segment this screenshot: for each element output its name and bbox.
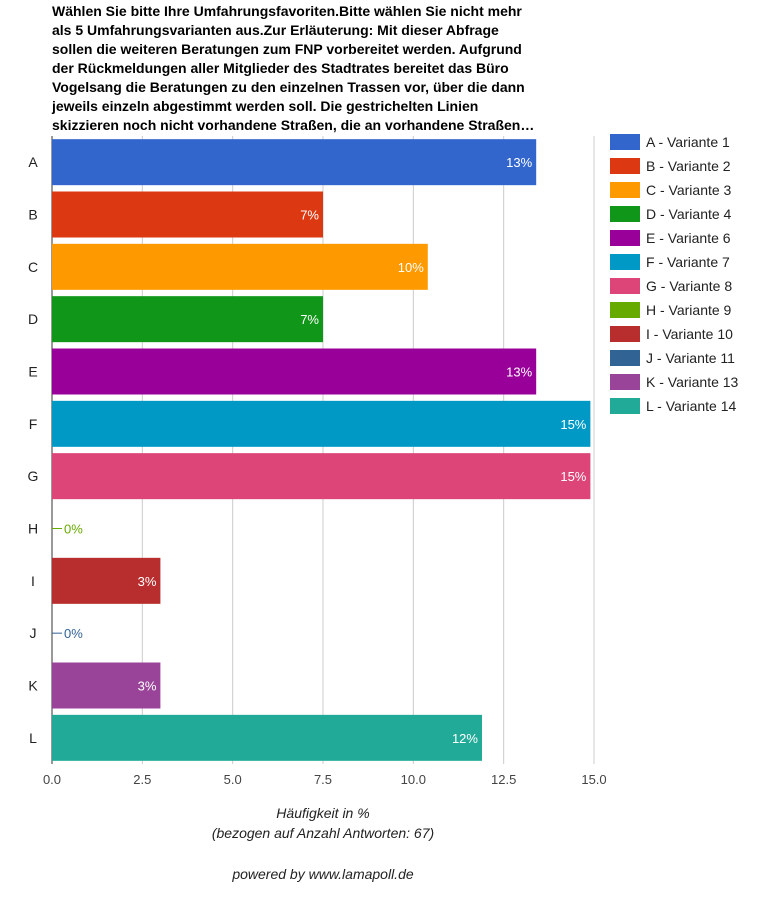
data-label: 3% [138, 574, 157, 589]
legend-swatch [610, 230, 640, 246]
category-label: I [31, 573, 35, 589]
legend-label: F - Variante 7 [646, 254, 730, 270]
data-label: 13% [506, 155, 532, 170]
legend-swatch [610, 350, 640, 366]
data-labels: 13% 7% 10% 7% 13% 15% 15% 0% 3% 0% 3% 12% [64, 155, 587, 746]
legend-swatch [610, 302, 640, 318]
legend-label: B - Variante 2 [646, 158, 731, 174]
gridlines [51, 136, 595, 764]
bar-b [52, 191, 323, 238]
x-tick-label: 5.0 [224, 772, 242, 787]
legend-swatch [610, 134, 640, 150]
bar-c [52, 243, 428, 290]
category-label: E [28, 364, 37, 380]
data-label: 15% [560, 469, 586, 484]
bar-i [52, 557, 161, 604]
category-labels: A B C D E F G H I J K L [28, 154, 39, 746]
data-label: 0% [64, 626, 83, 641]
chart-title-line: Vogelsang die Beratungen zu den einzelne… [52, 79, 525, 95]
legend-label: C - Variante 3 [646, 182, 732, 198]
chart-title-line: Wählen Sie bitte Ihre Umfahrungsfavorite… [52, 3, 522, 19]
data-label: 10% [398, 260, 424, 275]
chart-title-line: jeweils einzeln abgestimmt werden soll. … [52, 98, 479, 114]
legend-label: I - Variante 10 [646, 326, 733, 342]
category-label: C [28, 259, 38, 275]
x-tick-labels: 0.0 2.5 5.0 7.5 10.0 12.5 15.0 [43, 772, 607, 787]
legend-label: D - Variante 4 [646, 206, 732, 222]
legend-swatch [610, 182, 640, 198]
chart-title: Wählen Sie bitte Ihre Umfahrungsfavorite… [52, 2, 582, 135]
bar-e [52, 348, 537, 395]
legend-swatch [610, 206, 640, 222]
legend-label: A - Variante 1 [646, 134, 730, 150]
bars [52, 139, 591, 761]
x-tick-label: 7.5 [314, 772, 332, 787]
chart-title-line: sollen die weiteren Beratungen zum FNP v… [52, 41, 522, 57]
category-label: D [28, 311, 38, 327]
legend-label: H - Variante 9 [646, 302, 732, 318]
legend-swatch [610, 254, 640, 270]
bar-a [52, 139, 537, 186]
bar-f [52, 400, 591, 447]
legend-label: J - Variante 11 [646, 350, 735, 366]
legend-label: G - Variante 8 [646, 278, 732, 294]
legend-label: L - Variante 14 [646, 398, 736, 414]
x-axis-subtitle: (bezogen auf Anzahl Antworten: 67) [212, 825, 434, 841]
category-label: F [29, 416, 38, 432]
data-label: 13% [506, 365, 532, 380]
x-tick-label: 2.5 [133, 772, 151, 787]
legend-swatch [610, 326, 640, 342]
bar-d [52, 296, 323, 343]
x-tick-label: 10.0 [401, 772, 426, 787]
category-label: H [28, 521, 38, 537]
legend-swatch [610, 398, 640, 414]
data-label: 15% [560, 417, 586, 432]
bar-l [52, 714, 482, 761]
legend-swatch [610, 158, 640, 174]
data-label: 3% [138, 679, 157, 694]
x-axis-title: Häufigkeit in % [276, 805, 369, 821]
bar-g [52, 453, 591, 500]
category-label: J [30, 625, 37, 641]
legend-label: E - Variante 6 [646, 230, 731, 246]
category-label: G [28, 468, 39, 484]
data-label: 7% [300, 312, 319, 327]
category-label: L [29, 730, 37, 746]
legend-swatch [610, 374, 640, 390]
chart-title-line: skizzieren noch nicht vorhandene Straßen… [52, 117, 535, 133]
x-tick-label: 12.5 [491, 772, 516, 787]
x-tick-label: 0.0 [43, 772, 61, 787]
x-tick-label: 15.0 [581, 772, 606, 787]
data-label: 12% [452, 731, 478, 746]
legend: A - Variante 1 B - Variante 2 C - Variante… [610, 134, 739, 414]
data-label: 7% [300, 208, 319, 223]
category-label: A [28, 154, 38, 170]
chart-title-line: der Rückmeldungen aller Mitglieder des S… [52, 60, 509, 76]
legend-swatch [610, 278, 640, 294]
data-label: 0% [64, 522, 83, 537]
category-label: B [28, 207, 37, 223]
legend-label: K - Variante 13 [646, 374, 739, 390]
category-label: K [28, 678, 38, 694]
bar-k [52, 662, 161, 709]
powered-by-link[interactable]: powered by www.lamapoll.de [231, 866, 414, 882]
chart-title-line: als 5 Umfahrungsvarianten aus.Zur Erläut… [52, 22, 499, 38]
